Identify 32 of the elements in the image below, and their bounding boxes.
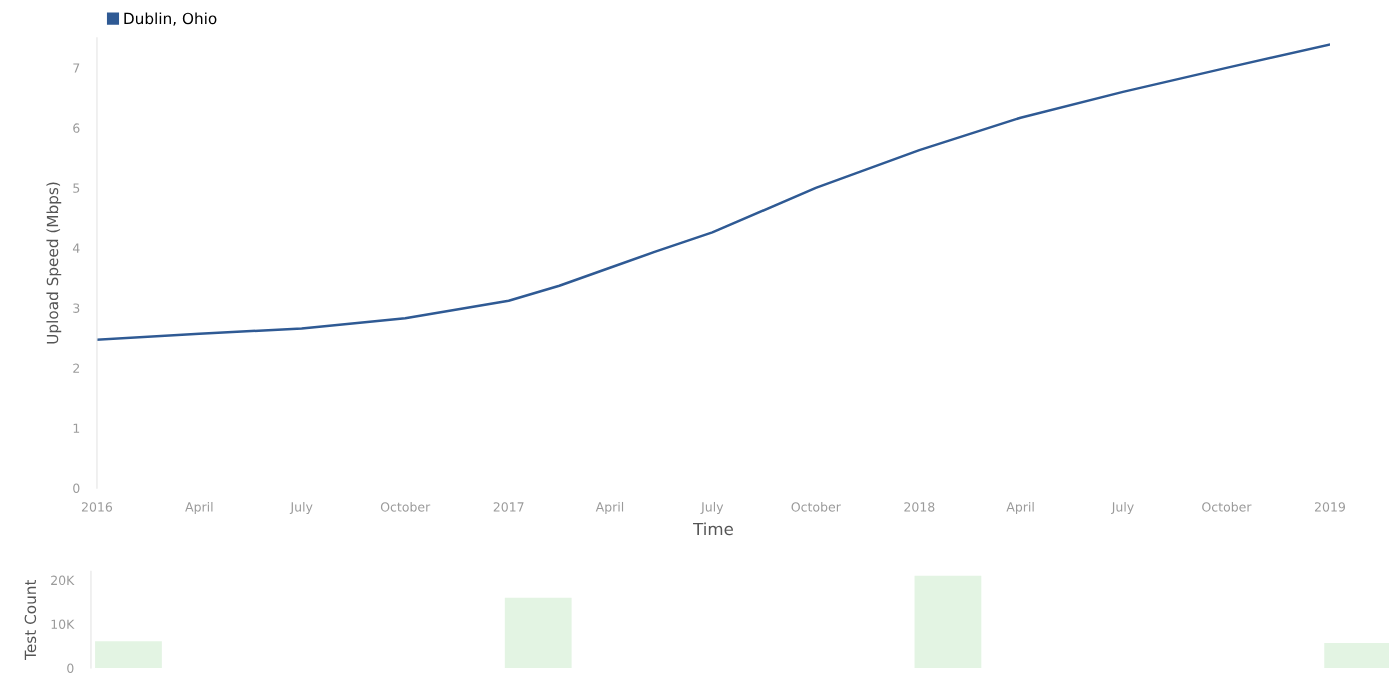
x-tick-label: 2018 — [904, 502, 935, 512]
bar — [914, 575, 982, 669]
x-axis-title: Time — [693, 522, 733, 536]
x-tick-label: July — [289, 501, 313, 515]
x-tick-label: April — [1006, 501, 1034, 515]
y-tick-label: 2 — [73, 363, 80, 373]
x-tick-label: April — [595, 501, 624, 515]
line-series — [96, 43, 1330, 342]
y-tick-label: 1 — [73, 423, 80, 433]
y-tick-label: 20K — [51, 575, 75, 586]
x-tick-label: 2017 — [493, 502, 524, 512]
x-tick-label: July — [1111, 501, 1134, 515]
y-tick-label: 3 — [73, 303, 80, 313]
x-tick-label: April — [185, 501, 213, 515]
y-tick-label: 0 — [73, 483, 80, 493]
y-tick-label: 10K — [51, 619, 75, 630]
y-tick-label: 7 — [73, 63, 80, 73]
y-axis-title: Test Count — [24, 579, 37, 660]
x-tick-label: October — [380, 501, 431, 512]
y-tick-label: 6 — [73, 123, 80, 133]
y-tick-label: 4 — [72, 243, 80, 253]
x-tick-label: October — [1202, 501, 1252, 512]
x-tick-label: July — [700, 501, 724, 515]
x-tick-label: October — [791, 501, 841, 512]
y-tick-label: 0 — [67, 663, 74, 673]
y-axis-title: Upload Speed (Mbps) — [46, 182, 62, 344]
y-tick-label: 5 — [73, 183, 80, 193]
bar — [504, 597, 572, 669]
x-tick-label: 2016 — [81, 502, 113, 512]
bar — [95, 641, 162, 669]
legend-label: Dublin, Ohio — [124, 12, 217, 26]
x-tick-label: 2019 — [1314, 502, 1345, 512]
